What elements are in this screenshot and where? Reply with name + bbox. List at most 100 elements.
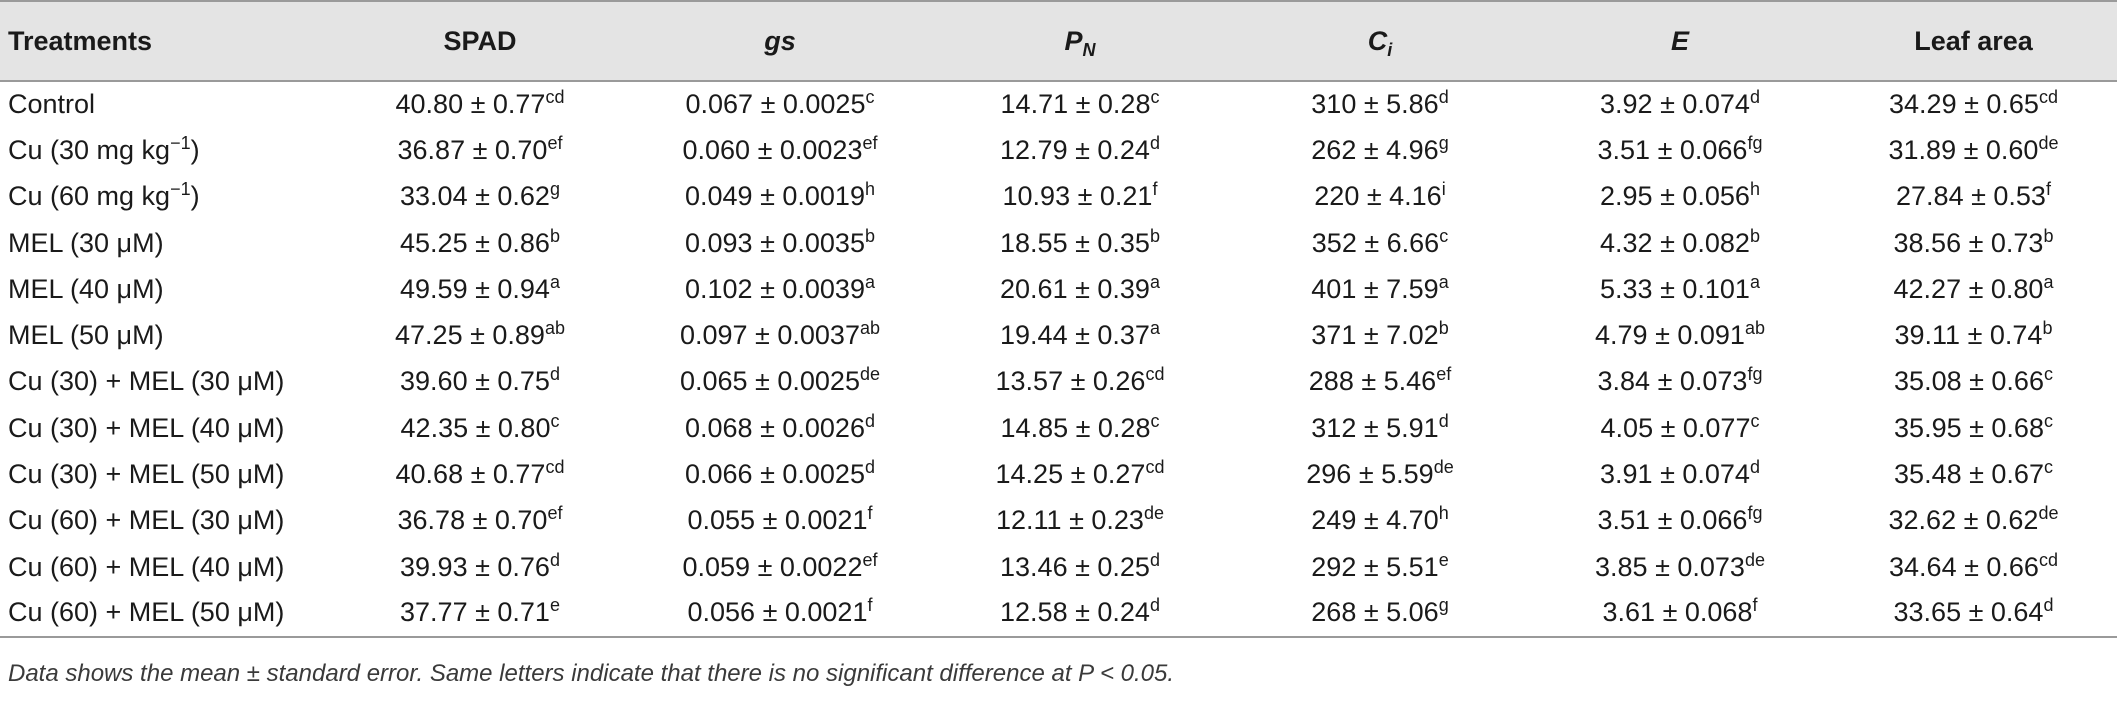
treatment-label: MEL (40 μM)	[8, 273, 164, 304]
pn-value: 12.79 ± 0.24	[1000, 134, 1150, 165]
e-significance-letters: f	[1752, 595, 1758, 616]
leaf-area-significance-letters: de	[2038, 503, 2059, 524]
table-header: Treatments SPAD gs PN Ci E Leaf area	[0, 0, 2117, 82]
ci-significance-letters: d	[1438, 410, 1449, 431]
cell-pn: 18.55 ± 0.35b	[930, 220, 1230, 266]
cell-treatment: Cu (60) + MEL (30 μM)	[0, 498, 330, 544]
pn-significance-letters: d	[1149, 549, 1160, 570]
cell-leaf-area: 31.89 ± 0.60de	[1830, 127, 2117, 173]
pn-value: 13.46 ± 0.25	[1000, 551, 1150, 582]
spad-value: 40.80 ± 0.77	[395, 89, 546, 120]
gs-value: 0.055 ± 0.0021	[687, 505, 868, 536]
treatment-label: MEL (50 μM)	[8, 320, 164, 351]
table-row: Cu (60) + MEL (30 μM) 36.78 ± 0.70ef 0.055…	[0, 498, 2117, 544]
spad-value: 39.60 ± 0.75	[400, 366, 550, 397]
ci-significance-letters: ef	[1436, 364, 1452, 385]
gs-significance-letters: f	[867, 595, 873, 616]
leaf-area-value: 42.27 ± 0.80	[1893, 273, 2044, 304]
treatment-label: Control	[8, 89, 96, 120]
ci-significance-letters: h	[1438, 503, 1449, 524]
pn-significance-letters: d	[1149, 132, 1160, 153]
treatment-label-end: )	[190, 134, 200, 165]
pn-value: 20.61 ± 0.39	[1000, 273, 1150, 304]
cell-leaf-area: 35.95 ± 0.68c	[1830, 405, 2117, 451]
cell-gs: 0.102 ± 0.0039a	[630, 266, 930, 312]
e-value: 4.79 ± 0.091	[1595, 320, 1745, 351]
cell-ci: 249 ± 4.70h	[1230, 498, 1530, 544]
cell-leaf-area: 34.29 ± 0.65cd	[1830, 81, 2117, 127]
header-gs: gs	[630, 0, 930, 82]
e-value: 4.05 ± 0.077	[1600, 412, 1751, 443]
table-row: Cu (60) + MEL (40 μM) 39.93 ± 0.76d 0.059 …	[0, 544, 2117, 590]
cell-pn: 19.44 ± 0.37a	[930, 312, 1230, 358]
cell-e: 3.51 ± 0.066fg	[1530, 498, 1830, 544]
cell-treatment: Cu (30) + MEL (50 μM)	[0, 451, 330, 497]
cell-spad: 37.77 ± 0.71e	[330, 590, 630, 638]
cell-ci: 352 ± 6.66c	[1230, 220, 1530, 266]
gs-significance-letters: d	[864, 457, 875, 478]
results-table: Treatments SPAD gs PN Ci E Leaf area Con…	[0, 0, 2117, 638]
leaf-area-value: 27.84 ± 0.53	[1896, 181, 2046, 212]
e-value: 3.61 ± 0.068	[1602, 597, 1753, 628]
gs-significance-letters: de	[859, 364, 880, 385]
table-row: Cu (60 mg kg−1) 33.04 ± 0.62g 0.049 ± 0.00…	[0, 174, 2117, 220]
ci-value: 352 ± 6.66	[1311, 227, 1440, 258]
pn-significance-letters: a	[1149, 271, 1160, 292]
table-row: Cu (30) + MEL (50 μM) 40.68 ± 0.77cd 0.066…	[0, 451, 2117, 497]
spad-value: 36.78 ± 0.70	[397, 505, 548, 536]
cell-leaf-area: 34.64 ± 0.66cd	[1830, 544, 2117, 590]
cell-leaf-area: 33.65 ± 0.64d	[1830, 590, 2117, 638]
spad-significance-letters: cd	[545, 457, 565, 478]
pn-value: 14.71 ± 0.28	[1000, 89, 1151, 120]
header-leaf-area: Leaf area	[1830, 0, 2117, 82]
ci-significance-letters: c	[1439, 225, 1449, 246]
gs-significance-letters: c	[865, 87, 875, 108]
cell-treatment: Cu (60) + MEL (50 μM)	[0, 590, 330, 638]
spad-value: 45.25 ± 0.86	[400, 227, 550, 258]
cell-treatment: Cu (30) + MEL (40 μM)	[0, 405, 330, 451]
table-row: MEL (50 μM) 47.25 ± 0.89ab 0.097 ± 0.0037a…	[0, 312, 2117, 358]
cell-ci: 401 ± 7.59a	[1230, 266, 1530, 312]
cell-gs: 0.097 ± 0.0037ab	[630, 312, 930, 358]
cell-ci: 312 ± 5.91d	[1230, 405, 1530, 451]
ci-significance-letters: a	[1438, 271, 1449, 292]
ci-value: 262 ± 4.96	[1311, 134, 1439, 165]
e-value: 3.84 ± 0.073	[1597, 366, 1748, 397]
cell-leaf-area: 39.11 ± 0.74b	[1830, 312, 2117, 358]
cell-pn: 14.25 ± 0.27cd	[930, 451, 1230, 497]
cell-e: 4.32 ± 0.082b	[1530, 220, 1830, 266]
cell-pn: 13.57 ± 0.26cd	[930, 359, 1230, 405]
cell-pn: 12.11 ± 0.23de	[930, 498, 1230, 544]
gs-significance-letters: a	[864, 271, 875, 292]
cell-pn: 13.46 ± 0.25d	[930, 544, 1230, 590]
pn-value: 12.58 ± 0.24	[1000, 597, 1150, 628]
e-value: 5.33 ± 0.101	[1600, 273, 1750, 304]
cell-ci: 268 ± 5.06g	[1230, 590, 1530, 638]
treatment-label: Cu (30) + MEL (30 μM)	[8, 366, 285, 397]
ci-significance-letters: i	[1441, 179, 1446, 200]
spad-value: 36.87 ± 0.70	[397, 134, 548, 165]
cell-gs: 0.067 ± 0.0025c	[630, 81, 930, 127]
spad-significance-letters: d	[549, 364, 560, 385]
spad-significance-letters: ef	[547, 132, 563, 153]
cell-treatment: Cu (60) + MEL (40 μM)	[0, 544, 330, 590]
table-row: MEL (40 μM) 49.59 ± 0.94a 0.102 ± 0.0039a 2…	[0, 266, 2117, 312]
ci-value: 371 ± 7.02	[1311, 320, 1439, 351]
header-treatments: Treatments	[0, 0, 330, 82]
cell-treatment: Cu (30 mg kg−1)	[0, 127, 330, 173]
treatment-unit-exponent: −1	[170, 132, 191, 153]
spad-value: 47.25 ± 0.89	[395, 320, 545, 351]
cell-treatment: MEL (50 μM)	[0, 312, 330, 358]
cell-treatment: Cu (30) + MEL (30 μM)	[0, 359, 330, 405]
spad-significance-letters: b	[549, 225, 560, 246]
ci-significance-letters: b	[1438, 318, 1449, 339]
leaf-area-value: 31.89 ± 0.60	[1888, 134, 2039, 165]
cell-e: 4.05 ± 0.077c	[1530, 405, 1830, 451]
cell-treatment: MEL (40 μM)	[0, 266, 330, 312]
leaf-area-value: 34.29 ± 0.65	[1889, 89, 2039, 120]
header-ci-sub: i	[1387, 39, 1393, 60]
data-table-container: Treatments SPAD gs PN Ci E Leaf area Con…	[0, 0, 2117, 638]
cell-gs: 0.068 ± 0.0026d	[630, 405, 930, 451]
e-significance-letters: b	[1749, 225, 1760, 246]
cell-treatment: Cu (60 mg kg−1)	[0, 174, 330, 220]
